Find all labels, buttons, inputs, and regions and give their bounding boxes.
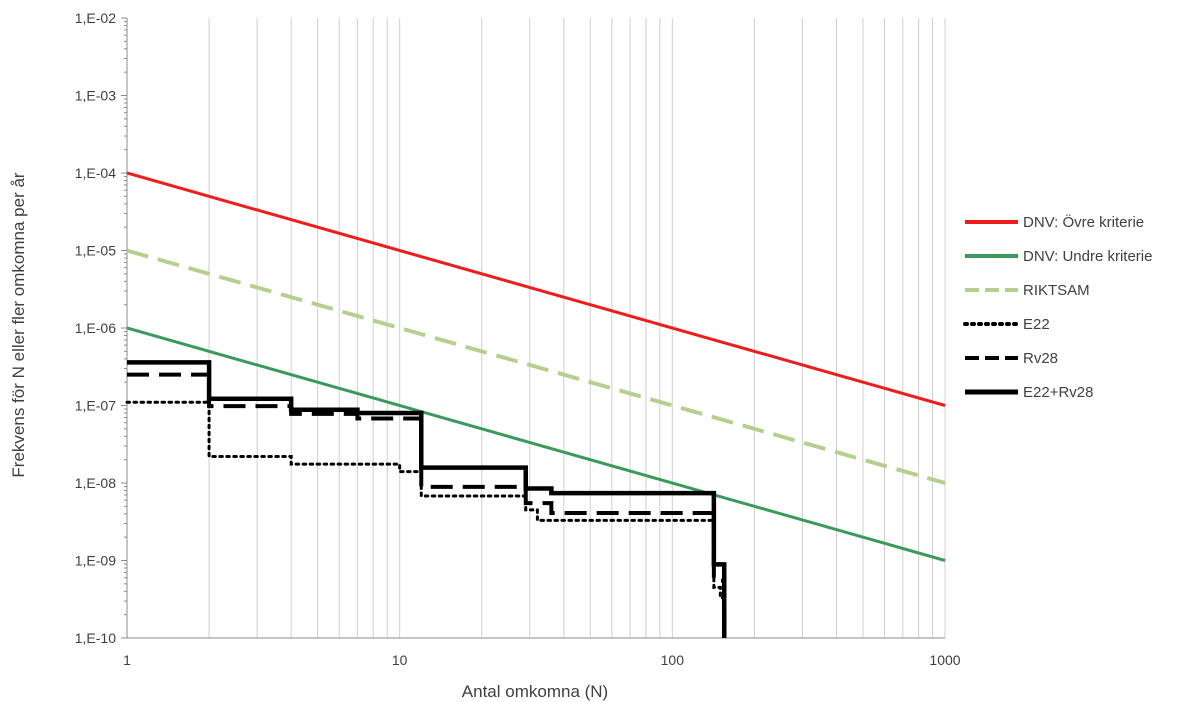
tick-labels: 1,E-10 1,E-09 1,E-08 1,E-07 1,E-06 1,E-05 1,E-… <box>75 10 961 668</box>
y-tick-label: 1,E-05 <box>75 243 116 259</box>
legend-label: DNV: Övre kriterie <box>1023 213 1144 231</box>
y-tick-label: 1,E-06 <box>75 320 116 336</box>
plot-area <box>125 171 946 640</box>
y-tick-label: 1,E-08 <box>75 475 116 491</box>
x-tick-label: 100 <box>661 652 685 668</box>
y-tick-label: 1,E-02 <box>75 10 116 26</box>
x-tick-label: 1000 <box>929 652 960 668</box>
series-line-riktsam <box>126 248 946 485</box>
legend-label: DNV: Undre kriterie <box>1023 248 1152 265</box>
series-line-e22-rv28 <box>127 360 727 638</box>
x-tick-label: 1 <box>123 652 131 668</box>
grid <box>208 18 946 638</box>
series-line-e22 <box>125 400 726 640</box>
legend-label: RIKTSAM <box>1023 282 1090 299</box>
series-line-dnv-undre-kriterie <box>126 326 946 562</box>
legend-label: E22+Rv28 <box>1023 384 1093 401</box>
legend-label: Rv28 <box>1023 350 1058 367</box>
y-tick-label: 1,E-07 <box>75 398 116 414</box>
y-tick-label: 1,E-04 <box>75 165 116 181</box>
legend-label: E22 <box>1023 316 1050 333</box>
x-tick-label: 10 <box>392 652 408 668</box>
y-axis-label: Frekvens för N eller fler omkomna per år <box>9 172 28 477</box>
y-tick-label: 1,E-09 <box>75 553 116 569</box>
y-tick-label: 1,E-10 <box>75 630 116 646</box>
y-tick-label: 1,E-03 <box>75 88 116 104</box>
x-axis-label: Antal omkomna (N) <box>462 682 608 701</box>
series-line-dnv-vre-kriterie <box>126 171 946 407</box>
axes <box>121 17 945 639</box>
legend: DNV: Övre kriterie DNV: Undre kriterie RIK… <box>963 213 1152 401</box>
